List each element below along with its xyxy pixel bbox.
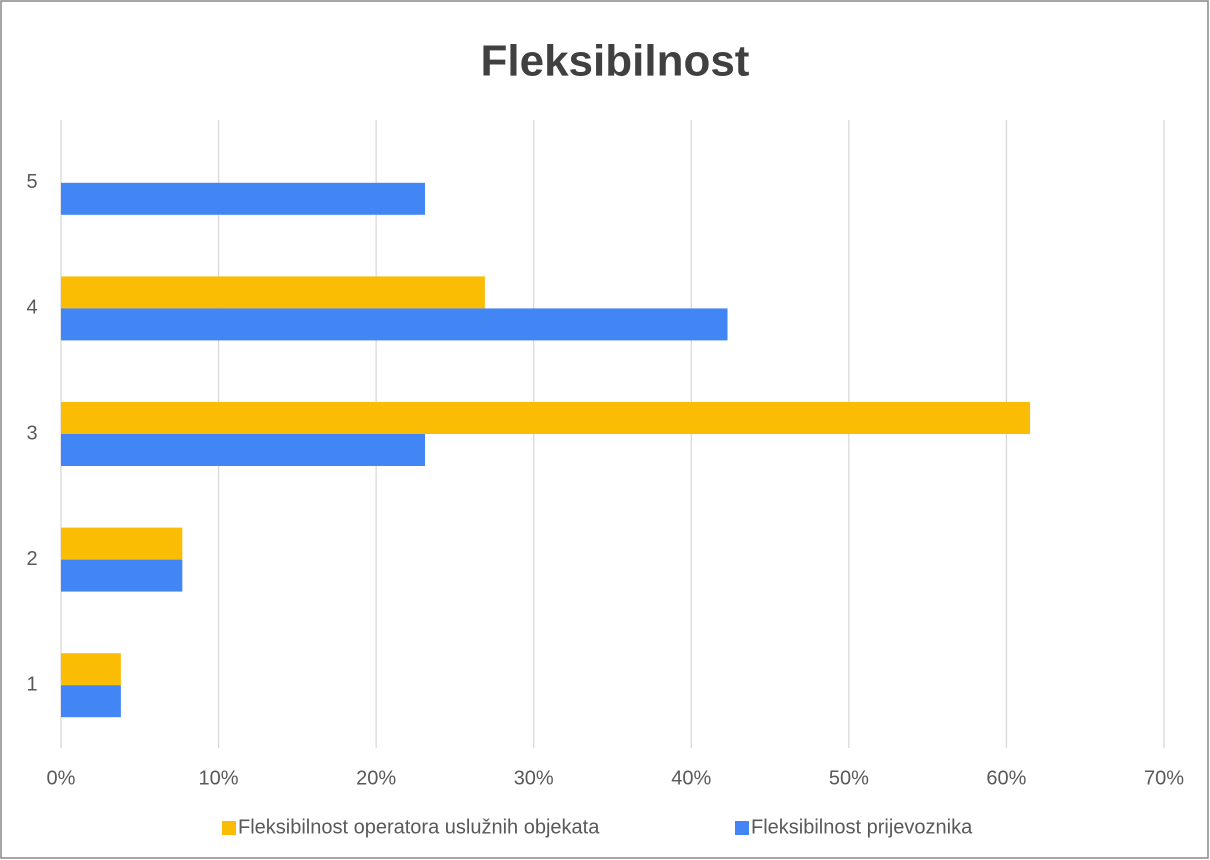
bar [61, 276, 485, 309]
bar [61, 559, 183, 592]
legend-swatch [222, 821, 236, 835]
bar [61, 685, 121, 718]
legend-label: Fleksibilnost prijevoznika [751, 816, 973, 838]
bar [61, 527, 183, 560]
bar [61, 653, 121, 686]
x-tick-label: 10% [199, 767, 239, 789]
x-tick-label: 20% [356, 767, 396, 789]
x-tick-label: 70% [1144, 767, 1184, 789]
chart-title: Fleksibilnost [481, 37, 750, 86]
y-tick-label: 3 [26, 422, 37, 444]
y-tick-label: 5 [26, 171, 37, 193]
bar [61, 402, 1031, 434]
legend-label: Fleksibilnost operatora uslužnih objekat… [238, 816, 600, 838]
bar [61, 434, 425, 466]
bar [61, 308, 728, 341]
y-tick-label: 1 [26, 673, 37, 695]
x-tick-label: 50% [829, 767, 869, 789]
legend-swatch [735, 821, 749, 835]
y-tick-label: 2 [26, 548, 37, 570]
x-tick-label: 0% [47, 767, 76, 789]
y-tick-label: 4 [26, 297, 37, 319]
x-tick-label: 40% [671, 767, 711, 789]
x-tick-label: 60% [986, 767, 1026, 789]
bar [61, 182, 425, 215]
x-tick-label: 30% [514, 767, 554, 789]
